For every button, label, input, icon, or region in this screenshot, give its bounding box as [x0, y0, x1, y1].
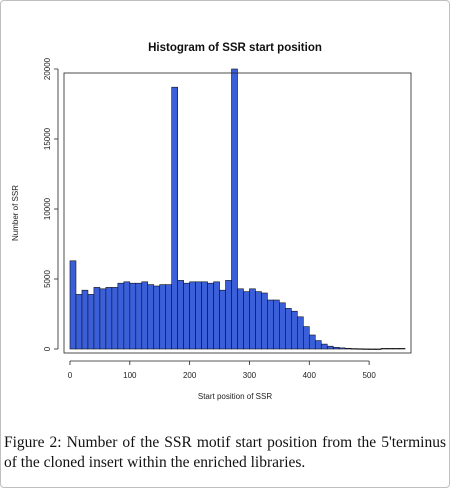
histogram-bar — [374, 348, 382, 350]
histogram-bar — [219, 289, 226, 350]
histogram-bar — [87, 294, 95, 350]
histogram-bar — [285, 308, 292, 350]
histogram-bar — [386, 348, 394, 350]
y-tick-label: 10000 — [43, 197, 52, 220]
histogram-bar — [279, 302, 286, 350]
histogram-bar — [123, 281, 131, 350]
histogram-bar — [237, 288, 244, 350]
histogram-bar — [135, 282, 143, 350]
histogram-bar — [267, 299, 274, 350]
x-tick-label: 0 — [68, 371, 73, 380]
y-tick-label: 0 — [43, 346, 52, 351]
x-tick-label: 100 — [123, 371, 137, 380]
bars-group — [69, 68, 406, 350]
histogram-bar — [326, 345, 334, 350]
histogram-bar — [350, 348, 358, 350]
histogram-bar — [69, 260, 77, 350]
histogram-chart: Histogram of SSR start position 0 100 200 3… — [11, 42, 412, 401]
histogram-bar — [153, 285, 161, 350]
x-tick-label: 200 — [183, 371, 197, 380]
x-tick-label: 300 — [243, 371, 257, 380]
histogram-bar — [243, 291, 250, 350]
y-tick-label: 5000 — [43, 270, 52, 288]
histogram-bar — [183, 282, 190, 350]
histogram-bar — [195, 281, 202, 350]
figure-caption-text: Number of the SSR motif start position f… — [4, 434, 446, 471]
histogram-bar — [308, 334, 316, 350]
histogram-bar — [225, 280, 232, 350]
y-axis: 0 5000 10000 15000 20000 — [43, 57, 59, 351]
plot-frame — [63, 72, 412, 354]
histogram-bar — [291, 310, 298, 350]
histogram-bar — [303, 326, 310, 350]
figure-caption: Figure 2: Number of the SSR motif start … — [4, 433, 446, 473]
histogram-bar — [105, 287, 113, 350]
histogram-bar — [201, 281, 208, 350]
histogram-bar — [392, 348, 400, 350]
histogram-bar — [213, 281, 220, 350]
histogram-bar — [147, 284, 155, 350]
histogram-bar — [111, 287, 119, 350]
x-axis-label: Start position of SSR — [198, 392, 272, 401]
histogram-bar — [380, 348, 388, 350]
histogram-bar — [398, 348, 406, 350]
histogram-bar — [165, 284, 172, 350]
histogram-bar — [117, 282, 125, 350]
histogram-bar — [314, 340, 322, 350]
histogram-bar — [231, 68, 238, 350]
x-axis: 0 100 200 300 400 500 — [68, 360, 376, 380]
histogram-bar — [189, 281, 196, 350]
histogram-bar — [99, 288, 107, 350]
histogram-bar — [297, 316, 304, 350]
histogram-bar — [368, 348, 376, 350]
histogram-bar — [177, 280, 184, 350]
histogram-bar — [81, 289, 89, 350]
histogram-bar — [129, 282, 137, 350]
histogram-bar — [356, 348, 364, 350]
y-tick-label: 20000 — [43, 57, 52, 80]
histogram-bar — [261, 292, 268, 350]
y-axis-label: Number of SSR — [11, 185, 20, 241]
histogram-bar — [159, 284, 167, 350]
histogram-bar — [332, 347, 340, 350]
y-tick-label: 15000 — [43, 127, 52, 150]
histogram-bar — [207, 282, 214, 350]
histogram-bar — [171, 86, 178, 350]
histogram-bar — [344, 347, 352, 350]
histogram-bar — [338, 347, 346, 350]
histogram-bar — [273, 299, 280, 350]
x-tick-label: 400 — [303, 371, 317, 380]
histogram-bar — [75, 294, 83, 350]
x-tick-label: 500 — [362, 371, 376, 380]
histogram-bar — [93, 287, 101, 350]
histogram-bar — [362, 348, 370, 350]
histogram-bar — [255, 291, 262, 350]
histogram-bar — [320, 343, 328, 350]
histogram-bar — [249, 288, 256, 350]
chart-title: Histogram of SSR start position — [148, 42, 322, 54]
histogram-bar — [141, 281, 149, 350]
figure-caption-label: Figure 2: — [4, 434, 62, 451]
